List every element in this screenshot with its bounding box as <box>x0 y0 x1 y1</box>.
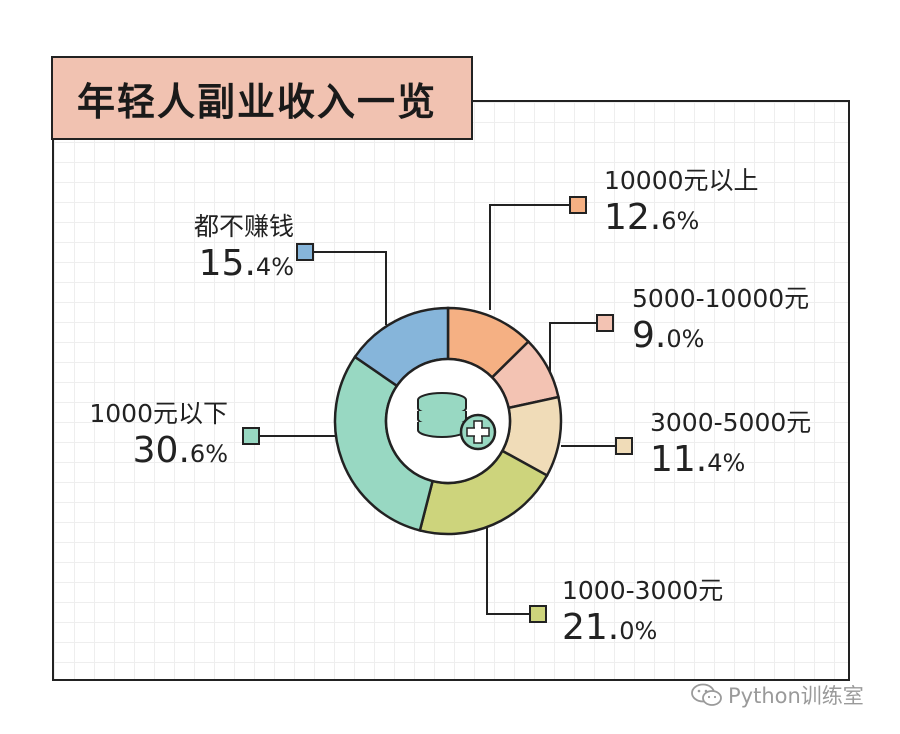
percent-label: 12.6% <box>604 197 700 238</box>
title-banner: 年轻人副业收入一览 <box>51 56 473 140</box>
percent-label: 11.4% <box>650 439 746 480</box>
leader-line-5 <box>313 251 387 325</box>
leader-line-1 <box>549 322 597 372</box>
percent-label: 15.4% <box>198 243 294 284</box>
category-label: 10000元以上 <box>604 166 759 195</box>
legend-marker-2 <box>615 437 633 455</box>
percent-label: 9.0% <box>632 315 705 356</box>
data-label-2: 3000-5000元 11.4% <box>650 408 811 488</box>
legend-marker-3 <box>529 605 547 623</box>
coins-plus-icon <box>417 392 497 451</box>
legend-marker-1 <box>596 314 614 332</box>
leader-line-0 <box>489 204 570 310</box>
chart-title: 年轻人副业收入一览 <box>77 79 438 124</box>
data-label-5: 都不赚钱 15.4% <box>194 212 294 292</box>
category-label: 3000-5000元 <box>650 408 812 437</box>
watermark-text: Python训练室 <box>728 684 864 708</box>
wechat-icon <box>691 683 722 706</box>
category-label: 1000元以下 <box>89 399 228 428</box>
watermark: Python训练室 <box>690 680 864 710</box>
legend-marker-5 <box>296 243 314 261</box>
leader-line-3 <box>486 528 530 615</box>
leader-lines <box>242 196 633 623</box>
data-label-4: 1000元以下 30.6% <box>89 399 228 479</box>
percent-label: 30.6% <box>132 430 228 471</box>
data-label-1: 5000-10000元 9.0% <box>632 284 809 364</box>
data-label-0: 10000元以上 12.6% <box>604 166 759 246</box>
data-label-3: 1000-3000元 21.0% <box>562 576 723 656</box>
category-label: 都不赚钱 <box>193 212 294 241</box>
percent-label: 21.0% <box>562 607 658 648</box>
legend-marker-0 <box>569 196 587 214</box>
legend-marker-4 <box>242 427 260 445</box>
category-label: 1000-3000元 <box>562 576 724 605</box>
category-label: 5000-10000元 <box>632 284 810 313</box>
